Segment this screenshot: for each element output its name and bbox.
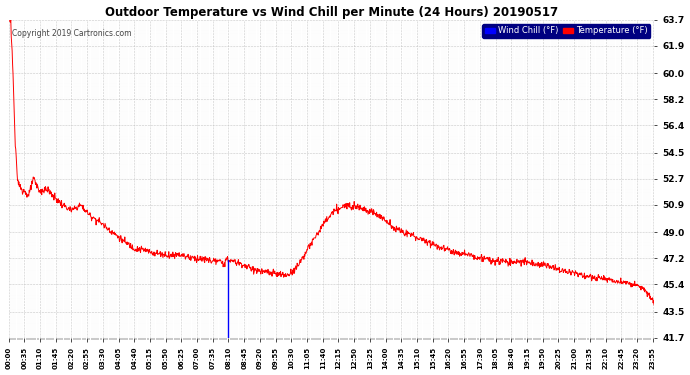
Title: Outdoor Temperature vs Wind Chill per Minute (24 Hours) 20190517: Outdoor Temperature vs Wind Chill per Mi… [105,6,558,18]
Legend: Wind Chill (°F), Temperature (°F): Wind Chill (°F), Temperature (°F) [482,24,650,38]
Text: Copyright 2019 Cartronics.com: Copyright 2019 Cartronics.com [12,29,131,38]
